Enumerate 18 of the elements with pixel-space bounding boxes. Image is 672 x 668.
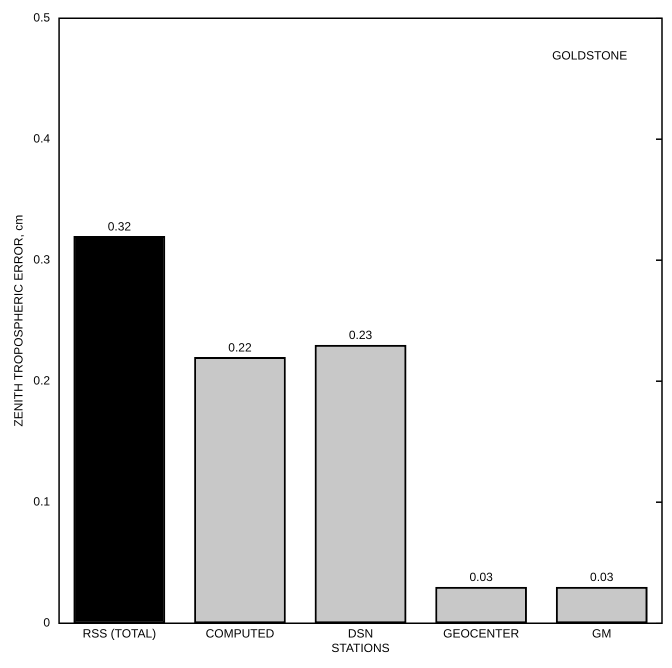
x-tick-label: GM: [592, 626, 612, 641]
y-tick-label: 0.5: [33, 10, 50, 25]
x-tick-label: COMPUTED: [206, 626, 275, 641]
y-tick-label: 0.3: [33, 252, 50, 267]
data-label: 0.23: [348, 328, 373, 342]
x-tick-label: GEOCENTER: [443, 626, 520, 641]
y-tick-label: 0.1: [33, 494, 50, 509]
data-label: 0.22: [228, 340, 252, 354]
x-tick-label: RSS (TOTAL): [82, 626, 156, 641]
x-tick-label: DSN STATIONS: [331, 626, 390, 656]
annotation: GOLDSTONE: [552, 48, 628, 63]
y-tick-label: 0.2: [33, 374, 50, 388]
data-label: 0.32: [108, 219, 132, 234]
y-tick-label: 0: [43, 616, 50, 630]
data-label: 0.03: [590, 570, 614, 584]
data-label: 0.03: [469, 570, 494, 584]
y-tick-label: 0.4: [33, 132, 50, 146]
y-axis-title: ZENITH TROPOSPHERIC ERROR, cm: [12, 214, 26, 427]
